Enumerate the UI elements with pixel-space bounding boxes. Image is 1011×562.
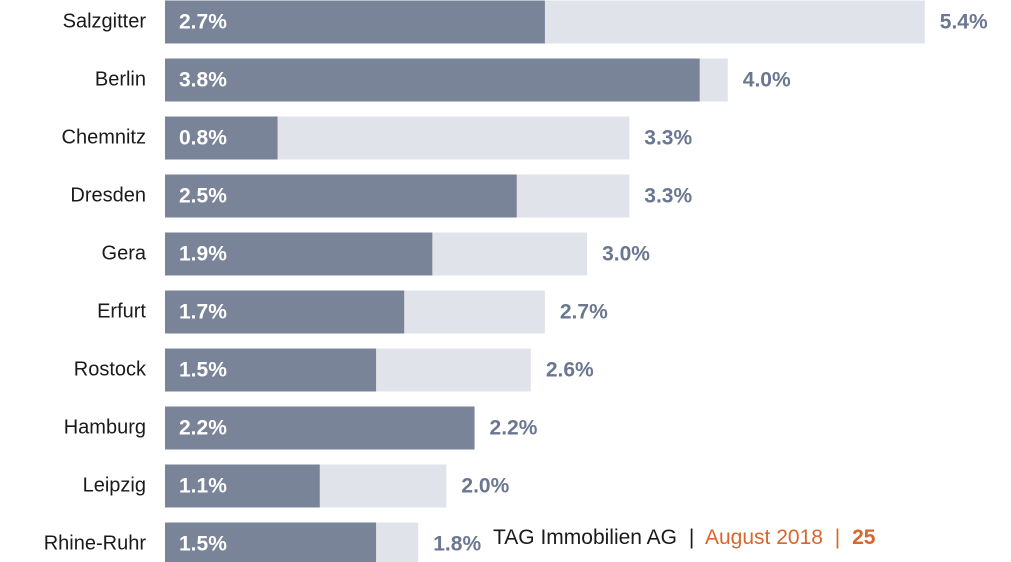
footer-date: August 2018 — [705, 526, 823, 549]
value-label: 2.2% — [490, 417, 538, 440]
bar — [165, 406, 475, 450]
value-label: 1.9% — [179, 243, 227, 266]
value-label: 2.7% — [179, 11, 227, 34]
category-label: Chemnitz — [62, 126, 146, 148]
category-label: Berlin — [95, 68, 146, 90]
bar — [165, 232, 433, 276]
value-label: 1.7% — [179, 301, 227, 324]
footer-company: TAG Immobilien AG — [493, 526, 677, 549]
value-label: 2.2% — [179, 417, 227, 440]
footer: TAG Immobilien AG | August 2018 | 25 — [493, 526, 876, 549]
footer-page: 25 — [852, 526, 876, 549]
category-label: Dresden — [70, 184, 146, 206]
category-label: Rhine-Ruhr — [44, 532, 147, 554]
bar — [165, 174, 517, 218]
value-label: 3.0% — [602, 243, 650, 266]
value-label: 2.0% — [461, 475, 509, 498]
bar — [165, 116, 278, 160]
value-label: 2.7% — [560, 301, 608, 324]
value-label: 1.5% — [179, 533, 227, 556]
bar — [165, 348, 377, 392]
footer-separator: | — [835, 526, 840, 549]
value-label: 3.8% — [179, 69, 227, 92]
value-label: 1.5% — [179, 359, 227, 382]
value-label: 1.8% — [433, 533, 481, 556]
value-label: 4.0% — [743, 69, 791, 92]
value-label: 3.3% — [644, 127, 692, 150]
value-label: 2.6% — [546, 359, 594, 382]
bar — [165, 0, 545, 44]
value-label: 1.1% — [179, 475, 227, 498]
value-label: 2.5% — [179, 185, 227, 208]
category-label: Erfurt — [97, 300, 146, 322]
value-label: 5.4% — [940, 11, 988, 34]
value-label: 3.3% — [644, 185, 692, 208]
bar — [165, 290, 405, 334]
bar — [165, 464, 320, 508]
category-label: Salzgitter — [63, 10, 147, 32]
category-label: Gera — [102, 242, 147, 264]
footer-separator: | — [689, 526, 694, 549]
bar — [165, 58, 700, 102]
category-label: Rostock — [74, 358, 147, 380]
value-label: 0.8% — [179, 127, 227, 150]
bar — [165, 522, 377, 562]
category-label: Leipzig — [83, 474, 146, 496]
category-label: Hamburg — [64, 416, 146, 438]
